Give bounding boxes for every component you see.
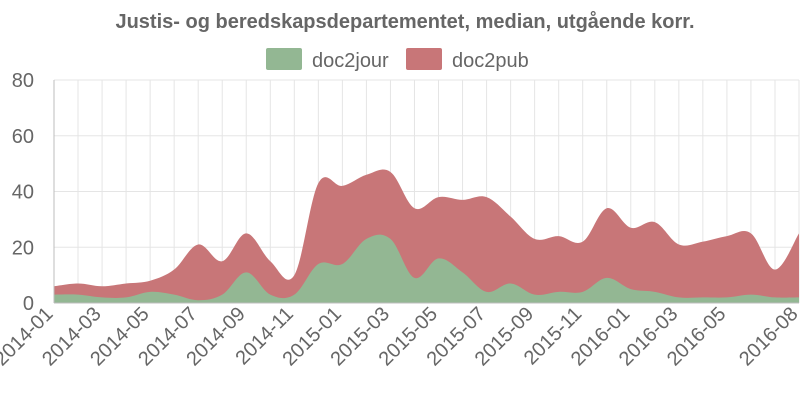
chart-title: Justis- og beredskapsdepartementet, medi… — [115, 10, 694, 33]
y-tick-label: 80 — [12, 70, 34, 92]
y-tick-label: 40 — [12, 182, 34, 204]
legend-swatch-doc2pub[interactable] — [406, 48, 442, 70]
axes — [53, 80, 799, 304]
area-doc2jour[interactable] — [54, 234, 799, 303]
area-doc2pub[interactable] — [54, 169, 799, 303]
y-axis-ticks: 0 20 40 60 80 — [12, 70, 34, 315]
area-series — [54, 169, 799, 303]
y-tick-label: 0 — [23, 293, 34, 315]
y-tick-label: 60 — [12, 126, 34, 148]
legend-swatch-doc2jour[interactable] — [266, 48, 302, 70]
legend: doc2jour doc2pub — [266, 48, 529, 72]
x-axis-ticks: 2014-012014-032014-052014-072014-092014-… — [0, 303, 803, 370]
y-tick-label: 20 — [12, 237, 34, 259]
x-tick-label: 2016-08 — [735, 303, 802, 370]
legend-label-doc2pub: doc2pub — [452, 50, 529, 72]
legend-label-doc2jour: doc2jour — [312, 50, 389, 72]
